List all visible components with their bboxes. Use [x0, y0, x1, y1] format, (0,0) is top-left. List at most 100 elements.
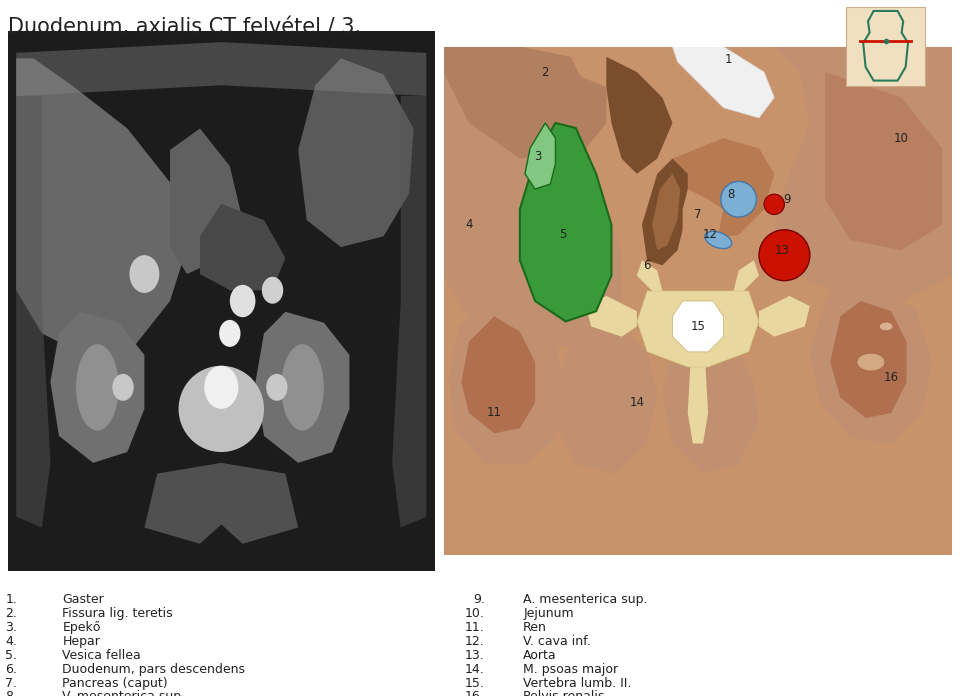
- Text: Hepar: Hepar: [62, 635, 100, 648]
- Circle shape: [112, 374, 133, 401]
- Ellipse shape: [281, 344, 324, 430]
- Polygon shape: [144, 463, 229, 544]
- FancyBboxPatch shape: [444, 47, 952, 555]
- Ellipse shape: [76, 344, 119, 430]
- Text: Fissura lig. teretis: Fissura lig. teretis: [62, 607, 173, 620]
- Text: 14: 14: [630, 396, 644, 409]
- Text: 16.: 16.: [465, 690, 485, 696]
- Text: 15.: 15.: [465, 677, 485, 690]
- Text: Ren: Ren: [523, 621, 547, 634]
- Polygon shape: [520, 123, 612, 322]
- Text: 9: 9: [783, 193, 791, 206]
- Text: 13: 13: [775, 244, 789, 257]
- Ellipse shape: [179, 366, 264, 452]
- Polygon shape: [672, 139, 774, 240]
- Text: 1.: 1.: [6, 593, 17, 606]
- Polygon shape: [687, 367, 708, 443]
- Ellipse shape: [857, 353, 885, 371]
- Text: M. psoas major: M. psoas major: [523, 663, 618, 676]
- Polygon shape: [759, 296, 810, 337]
- Text: 3: 3: [534, 150, 541, 162]
- Text: Epekő: Epekő: [62, 621, 101, 634]
- Circle shape: [262, 277, 283, 303]
- Polygon shape: [16, 42, 426, 96]
- Polygon shape: [636, 291, 759, 367]
- Polygon shape: [774, 47, 952, 301]
- Circle shape: [219, 320, 241, 347]
- Polygon shape: [200, 204, 285, 290]
- Text: 8: 8: [728, 188, 734, 200]
- Text: 10: 10: [894, 132, 909, 145]
- Polygon shape: [16, 96, 50, 528]
- Text: Vertebra lumb. II.: Vertebra lumb. II.: [523, 677, 632, 690]
- Text: 12.: 12.: [465, 635, 485, 648]
- Polygon shape: [213, 463, 299, 544]
- Polygon shape: [810, 280, 932, 443]
- Text: Vesica fellea: Vesica fellea: [62, 649, 141, 662]
- Text: 16: 16: [884, 371, 899, 383]
- Circle shape: [204, 365, 238, 409]
- Text: 6: 6: [643, 259, 651, 272]
- Polygon shape: [672, 47, 774, 118]
- Polygon shape: [642, 159, 687, 265]
- Circle shape: [764, 194, 784, 214]
- Polygon shape: [255, 312, 349, 463]
- Text: 15: 15: [690, 320, 706, 333]
- Polygon shape: [586, 296, 636, 337]
- Text: 9.: 9.: [473, 593, 485, 606]
- Polygon shape: [733, 260, 759, 291]
- Text: 4: 4: [466, 219, 472, 231]
- Polygon shape: [556, 326, 658, 474]
- Ellipse shape: [879, 323, 893, 331]
- Text: 13.: 13.: [465, 649, 485, 662]
- Text: Aorta: Aorta: [523, 649, 557, 662]
- Text: 8.: 8.: [5, 690, 17, 696]
- Polygon shape: [520, 57, 607, 148]
- Polygon shape: [444, 47, 622, 352]
- Text: V. mesenterica sup.: V. mesenterica sup.: [62, 690, 185, 696]
- Text: Pancreas (caput): Pancreas (caput): [62, 677, 168, 690]
- Text: 14.: 14.: [465, 663, 485, 676]
- Text: 11.: 11.: [465, 621, 485, 634]
- Text: 11: 11: [487, 406, 502, 420]
- Polygon shape: [16, 58, 187, 355]
- Circle shape: [759, 230, 810, 280]
- Polygon shape: [830, 301, 906, 418]
- Text: 5.: 5.: [5, 649, 17, 662]
- Text: Pelvis renalis: Pelvis renalis: [523, 690, 605, 696]
- Polygon shape: [662, 326, 759, 474]
- Polygon shape: [50, 312, 144, 463]
- Text: 10.: 10.: [465, 607, 485, 620]
- Polygon shape: [525, 123, 556, 189]
- Text: 4.: 4.: [6, 635, 17, 648]
- Polygon shape: [448, 301, 565, 464]
- Polygon shape: [462, 316, 535, 434]
- FancyBboxPatch shape: [846, 7, 925, 87]
- Polygon shape: [393, 96, 426, 528]
- Text: 7: 7: [694, 208, 702, 221]
- Text: 12: 12: [703, 228, 718, 242]
- Circle shape: [266, 374, 287, 401]
- Text: Gaster: Gaster: [62, 593, 104, 606]
- Text: Duodenum, axialis CT felvétel / 3.: Duodenum, axialis CT felvétel / 3.: [8, 17, 361, 38]
- Text: 1: 1: [725, 53, 732, 66]
- Circle shape: [721, 182, 756, 217]
- Polygon shape: [683, 189, 724, 245]
- Polygon shape: [607, 57, 672, 174]
- Polygon shape: [826, 72, 942, 250]
- Polygon shape: [636, 260, 662, 291]
- Text: 3.: 3.: [6, 621, 17, 634]
- Text: Duodenum, pars descendens: Duodenum, pars descendens: [62, 663, 246, 676]
- Polygon shape: [672, 301, 724, 352]
- Circle shape: [130, 255, 159, 293]
- Polygon shape: [299, 58, 414, 247]
- FancyBboxPatch shape: [8, 31, 435, 571]
- Text: A. mesenterica sup.: A. mesenterica sup.: [523, 593, 648, 606]
- Polygon shape: [444, 47, 596, 159]
- Circle shape: [229, 285, 255, 317]
- Text: 5: 5: [560, 228, 566, 242]
- Text: 7.: 7.: [5, 677, 17, 690]
- Text: Jejunum: Jejunum: [523, 607, 574, 620]
- Text: V. cava inf.: V. cava inf.: [523, 635, 591, 648]
- Ellipse shape: [705, 231, 732, 248]
